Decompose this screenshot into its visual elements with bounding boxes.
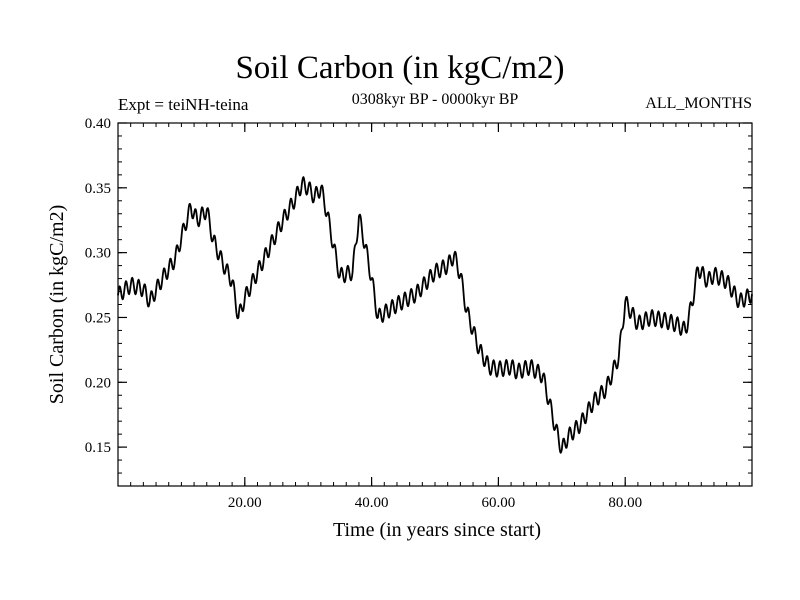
y-tick-label: 0.25 bbox=[85, 310, 111, 326]
x-axis-label: Time (in years since start) bbox=[333, 519, 541, 541]
y-tick-label: 0.35 bbox=[85, 181, 111, 197]
y-tick-label: 0.15 bbox=[85, 440, 111, 456]
y-tick-label: 0.30 bbox=[85, 246, 111, 262]
season-label: ALL_MONTHS bbox=[645, 95, 752, 112]
period-label: 0308kyr BP - 0000kyr BP bbox=[351, 91, 519, 108]
plot-frame bbox=[117, 122, 753, 487]
x-tick-label: 20.00 bbox=[228, 495, 262, 511]
y-tick-label: 0.40 bbox=[85, 116, 111, 132]
experiment-label: Expt = teiNH-teina bbox=[118, 95, 249, 114]
series-line bbox=[117, 176, 753, 454]
chart-marks: 20.00 40.00 60.00 80.00 0.15 0.20 0.25 0.30 0.35… bbox=[85, 116, 753, 511]
y-axis-label: Soil Carbon (in kgC/m2) bbox=[46, 205, 68, 404]
x-tick-label: 40.00 bbox=[355, 495, 389, 511]
x-tick-label: 60.00 bbox=[482, 495, 516, 511]
chart-title: Soil Carbon (in kgC/m2) bbox=[235, 50, 565, 86]
x-tick-label: 80.00 bbox=[608, 495, 642, 511]
y-tick-label: 0.20 bbox=[85, 375, 111, 391]
